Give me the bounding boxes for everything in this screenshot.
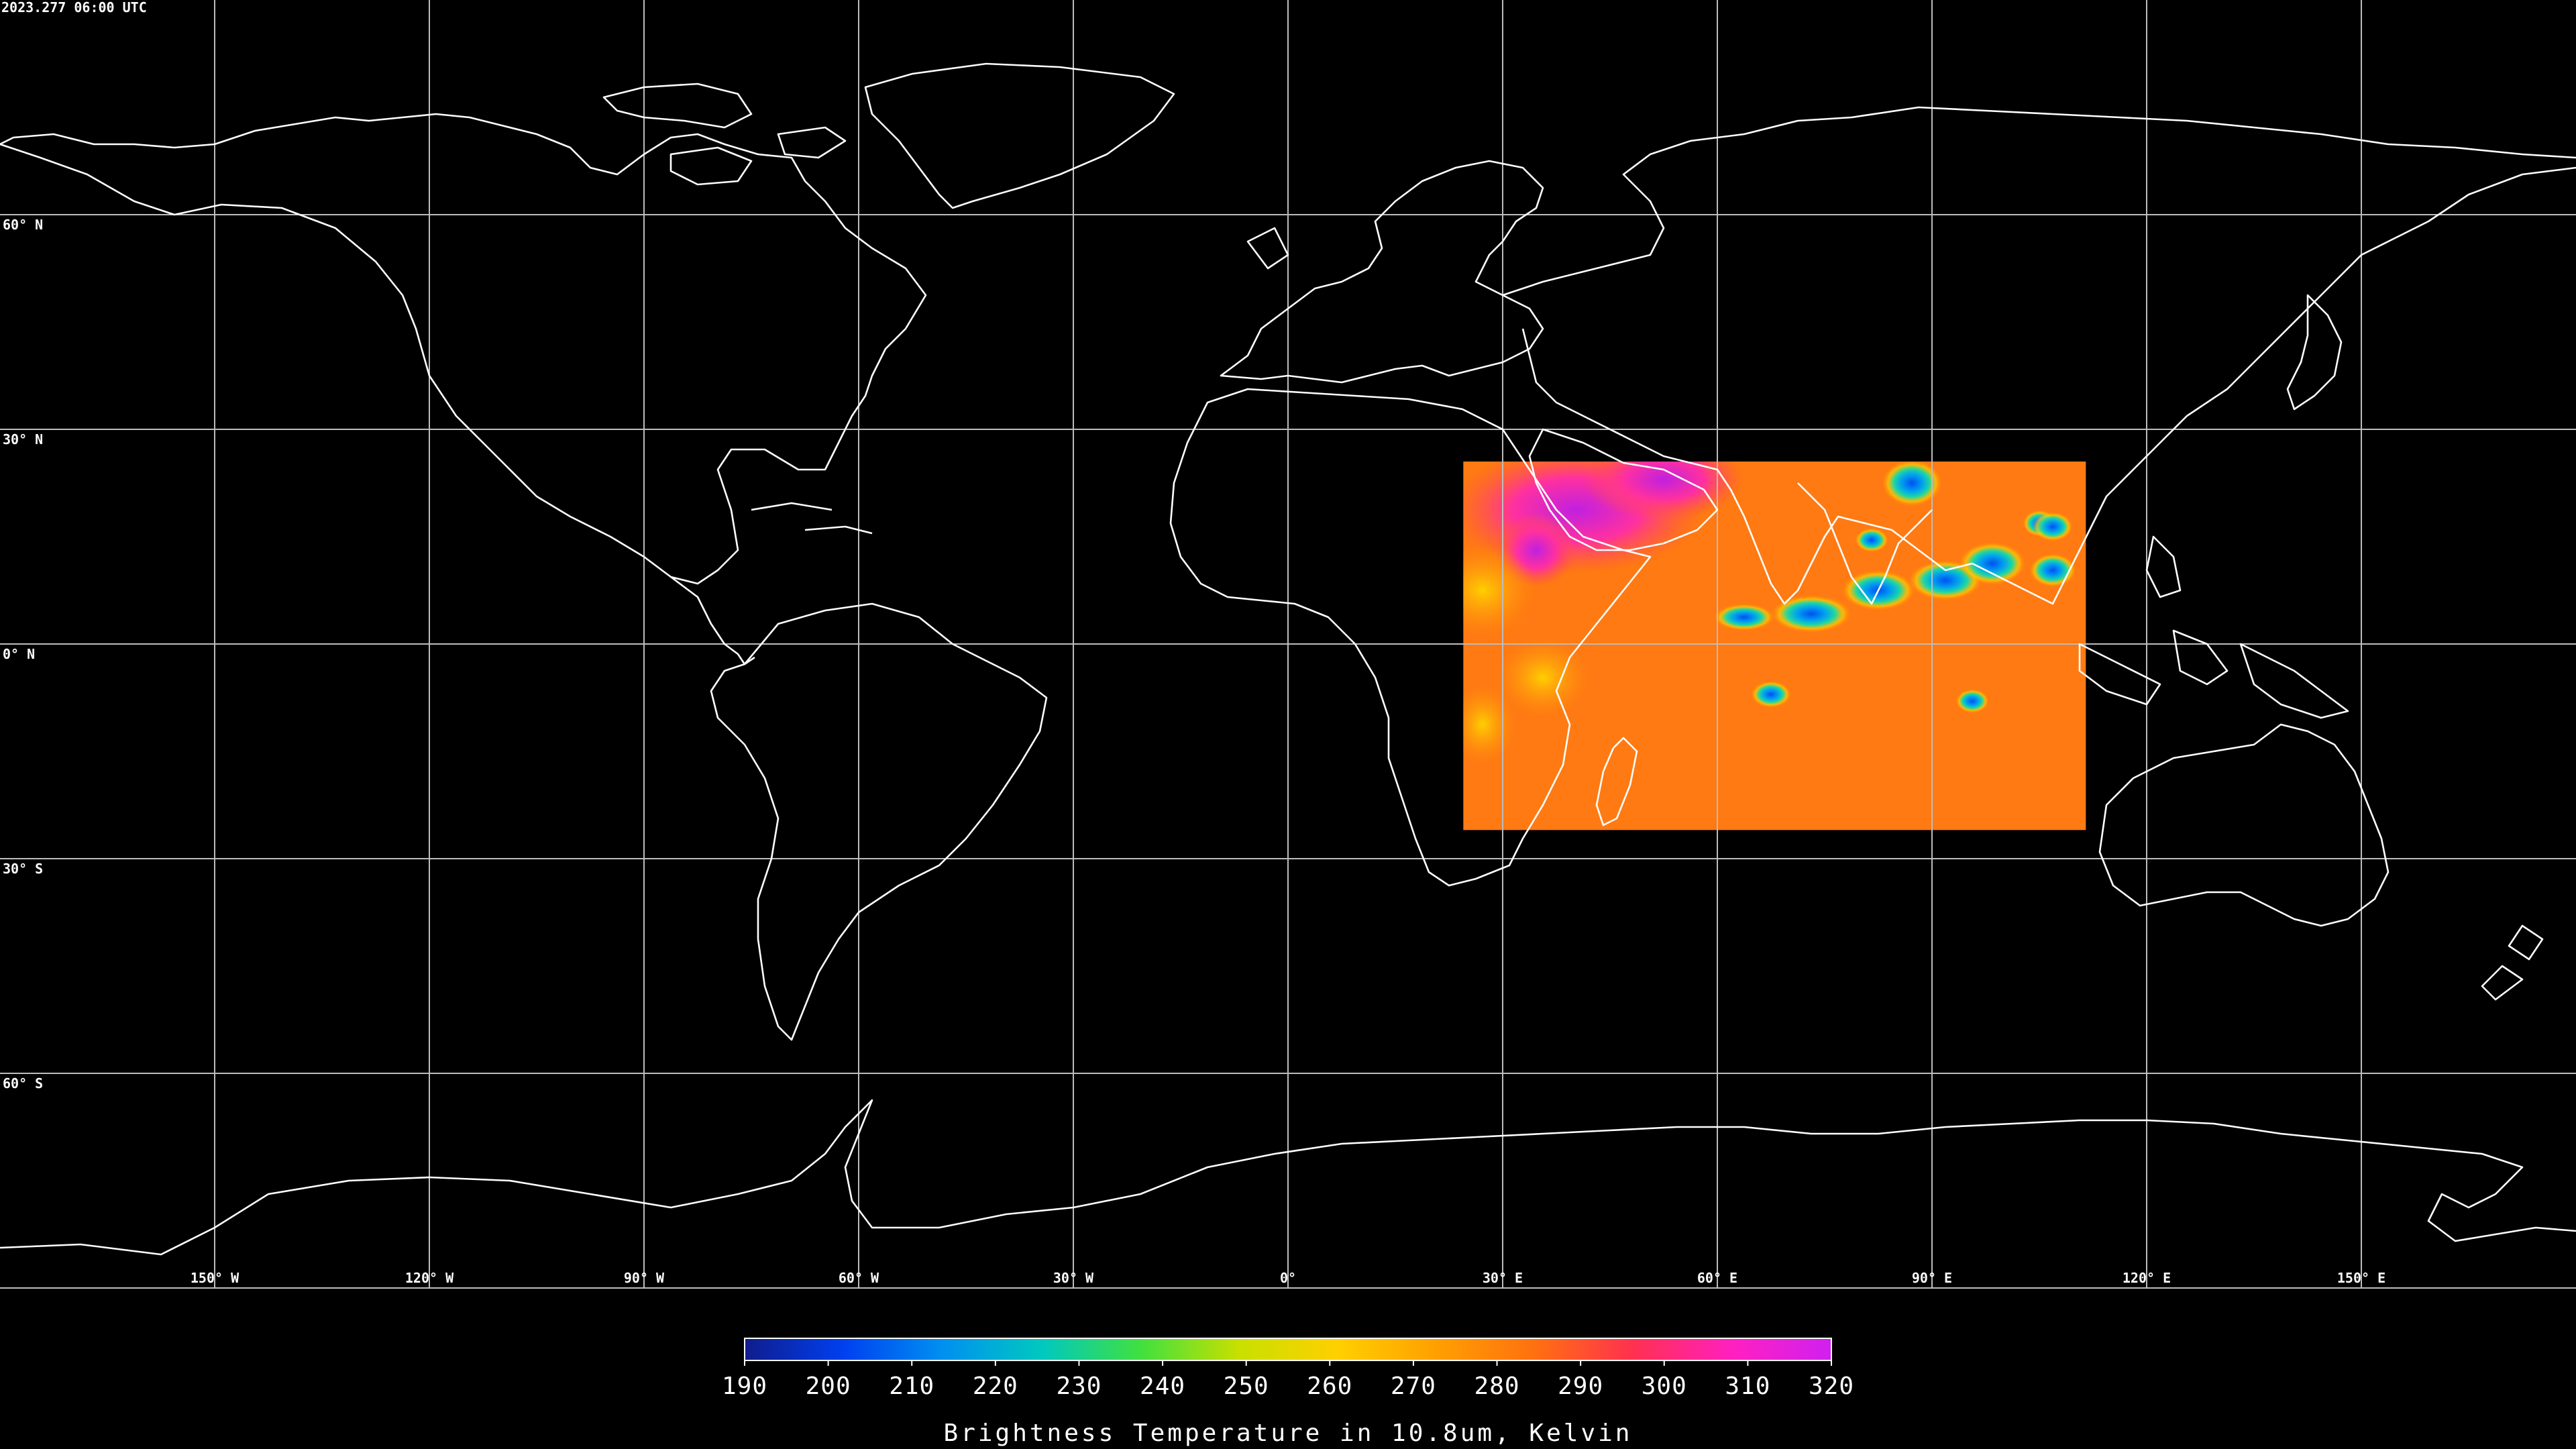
colorbar-tick-label: 200 (806, 1373, 851, 1400)
colorbar-tick-label: 190 (722, 1373, 767, 1400)
longitude-label: 120° E (2123, 1270, 2171, 1286)
colorbar-ticks: 190 200 210 220 230 240 250 260 270 280 290 300 310 3… (722, 1360, 1854, 1400)
cloud-cluster (1771, 595, 1851, 633)
cloud-cluster (1955, 689, 1989, 713)
colorbar-gradient (744, 1338, 1832, 1361)
satellite-swath (1463, 462, 2086, 830)
longitude-label: 90° W (624, 1270, 665, 1286)
colorbar: 190 200 210 220 230 240 250 260 270 280 290 300 310 3… (722, 1338, 1854, 1447)
colorbar-title: Brightness Temperature in 10.8um, Kelvin (944, 1419, 1633, 1447)
coastline-new-zealand (2481, 924, 2544, 1001)
cloud-cluster (1959, 542, 2026, 585)
longitude-label: 30° E (1483, 1270, 1523, 1286)
coastline-europe (1220, 160, 1544, 384)
warm-area (1496, 637, 1590, 718)
colorbar-tick-label: 260 (1307, 1373, 1352, 1400)
coastline-antarctica (0, 1099, 2576, 1256)
coastline-southeast-asia-islands (2078, 535, 2349, 719)
cloud-cluster (1855, 528, 1888, 552)
graticule-labels: 60° N 30° N 0° N 30° S 60° S 150° W 120° W 90° … (3, 217, 2385, 1286)
latitude-label: 0° N (3, 646, 35, 662)
coastline-india (1797, 482, 1933, 605)
coastline-madagascar (1595, 737, 1638, 826)
longitude-label: 90° E (1912, 1270, 1952, 1286)
longitude-label: 150° E (2337, 1270, 2385, 1286)
colorbar-tick-label: 230 (1056, 1373, 1102, 1400)
longitude-label: 0° (1280, 1270, 1296, 1286)
colorbar-tick-label: 280 (1474, 1373, 1520, 1400)
cloud-cluster (2033, 512, 2073, 541)
coastline-asia (1502, 106, 2576, 605)
coastline-north-america (0, 113, 927, 585)
coastlines (0, 62, 2576, 1256)
colorbar-tick-label: 320 (1809, 1373, 1854, 1400)
cloud-cluster (1751, 681, 1791, 708)
coastline-australia (2098, 723, 2390, 927)
longitude-label: 120° W (405, 1270, 454, 1286)
colorbar-tick-label: 250 (1224, 1373, 1269, 1400)
coastline-greenland (864, 62, 1175, 209)
colorbar-tick-label: 240 (1140, 1373, 1185, 1400)
latitude-label: 30° N (3, 431, 43, 447)
colorbar-tick-label: 290 (1558, 1373, 1603, 1400)
colorbar-tick-label: 210 (889, 1373, 934, 1400)
colorbar-tick-label: 220 (973, 1373, 1018, 1400)
coastline-arabia (1528, 428, 1719, 551)
longitude-label: 60° E (1697, 1270, 1737, 1286)
coastline-arctic-islands (602, 83, 847, 186)
latitude-label: 60° N (3, 217, 43, 233)
coastline-central-america (670, 502, 873, 665)
cloud-cluster (1714, 604, 1774, 631)
colorbar-tick-label: 270 (1391, 1373, 1436, 1400)
longitude-label: 30° W (1053, 1270, 1094, 1286)
longitude-label: 60° W (839, 1270, 879, 1286)
graticule (0, 0, 2576, 1289)
hot-desert-area (1583, 462, 1744, 520)
latitude-label: 60° S (3, 1075, 43, 1091)
coastline-south-america (710, 602, 1048, 1041)
warm-area (1463, 543, 1536, 637)
coastline-japan (2286, 294, 2343, 411)
warm-area (1463, 684, 1516, 765)
colorbar-tick-label: 300 (1642, 1373, 1687, 1400)
colorbar-tick-label: 310 (1725, 1373, 1770, 1400)
coastline-africa (1169, 388, 1652, 887)
timestamp-label: 2023.277 06:00 UTC (1, 0, 147, 15)
cloud-cluster (1882, 462, 1942, 506)
longitude-label: 150° W (191, 1270, 239, 1286)
latitude-label: 30° S (3, 861, 43, 877)
